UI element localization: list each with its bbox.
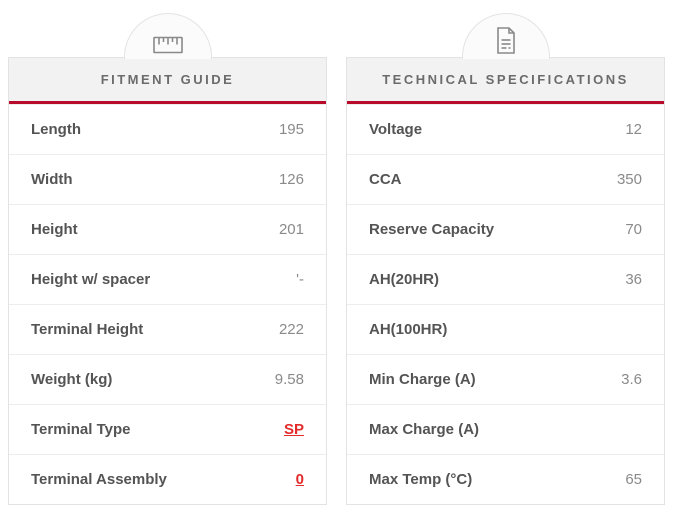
- row-label: Height w/ spacer: [31, 271, 151, 288]
- row-value: 3.6: [621, 371, 642, 388]
- table-row: Height w/ spacer '-: [9, 254, 326, 304]
- technical-specifications-card: TECHNICAL SPECIFICATIONS Voltage 12 CCA …: [346, 13, 665, 505]
- card-title: FITMENT GUIDE: [100, 72, 235, 87]
- row-label: CCA: [369, 171, 402, 188]
- row-value: 195: [278, 121, 304, 138]
- row-label: Terminal Type: [31, 421, 131, 438]
- table-row: Height 201: [9, 204, 326, 254]
- row-label: AH(20HR): [369, 271, 440, 288]
- table-row: Width 126: [9, 154, 326, 204]
- terminal-type-link[interactable]: SP: [283, 421, 304, 438]
- spec-tables-container: FITMENT GUIDE Length 195 Width 126 Heigh…: [8, 13, 665, 505]
- document-icon: [496, 27, 515, 54]
- table-row: Max Temp (°C) 65: [347, 454, 664, 504]
- row-label: AH(100HR): [369, 321, 448, 338]
- table-row: Min Charge (A) 3.6: [347, 354, 664, 404]
- row-label: Terminal Height: [31, 321, 144, 338]
- row-value: 350: [616, 171, 642, 188]
- row-value: 9.58: [274, 371, 304, 388]
- row-value: 201: [278, 221, 304, 238]
- row-value: 70: [625, 221, 642, 238]
- card-header: TECHNICAL SPECIFICATIONS: [347, 58, 664, 104]
- table-row: CCA 350: [347, 154, 664, 204]
- table-row: Terminal Height 222: [9, 304, 326, 354]
- table-row: Terminal Assembly 0: [9, 454, 326, 504]
- row-value: 65: [625, 471, 642, 488]
- table-row: Terminal Type SP: [9, 404, 326, 454]
- table-row: AH(20HR) 36: [347, 254, 664, 304]
- row-value: 36: [625, 271, 642, 288]
- fitment-guide-card: FITMENT GUIDE Length 195 Width 126 Heigh…: [8, 13, 327, 505]
- row-value: 12: [625, 121, 642, 138]
- row-label: Width: [31, 171, 73, 188]
- row-value: 222: [278, 321, 304, 338]
- terminal-assembly-link[interactable]: 0: [295, 471, 304, 488]
- row-label: Height: [31, 221, 78, 238]
- card-bump: [461, 13, 550, 59]
- table-row: Weight (kg) 9.58: [9, 354, 326, 404]
- ruler-icon: [152, 36, 183, 54]
- row-value: 126: [278, 171, 304, 188]
- row-label: Weight (kg): [31, 371, 113, 388]
- row-label: Terminal Assembly: [31, 471, 167, 488]
- row-label: Reserve Capacity: [369, 221, 495, 238]
- table-row: Max Charge (A): [347, 404, 664, 454]
- row-label: Max Charge (A): [369, 421, 480, 438]
- table-row: Reserve Capacity 70: [347, 204, 664, 254]
- card-bump: [123, 13, 212, 59]
- row-label: Max Temp (°C): [369, 471, 473, 488]
- row-label: Min Charge (A): [369, 371, 476, 388]
- table-row: Voltage 12: [347, 104, 664, 154]
- card-title: TECHNICAL SPECIFICATIONS: [382, 72, 629, 87]
- table-row: Length 195: [9, 104, 326, 154]
- card-header: FITMENT GUIDE: [9, 58, 326, 104]
- table-row: AH(100HR): [347, 304, 664, 354]
- row-label: Voltage: [369, 121, 423, 138]
- row-value: '-: [296, 271, 304, 288]
- row-label: Length: [31, 121, 81, 138]
